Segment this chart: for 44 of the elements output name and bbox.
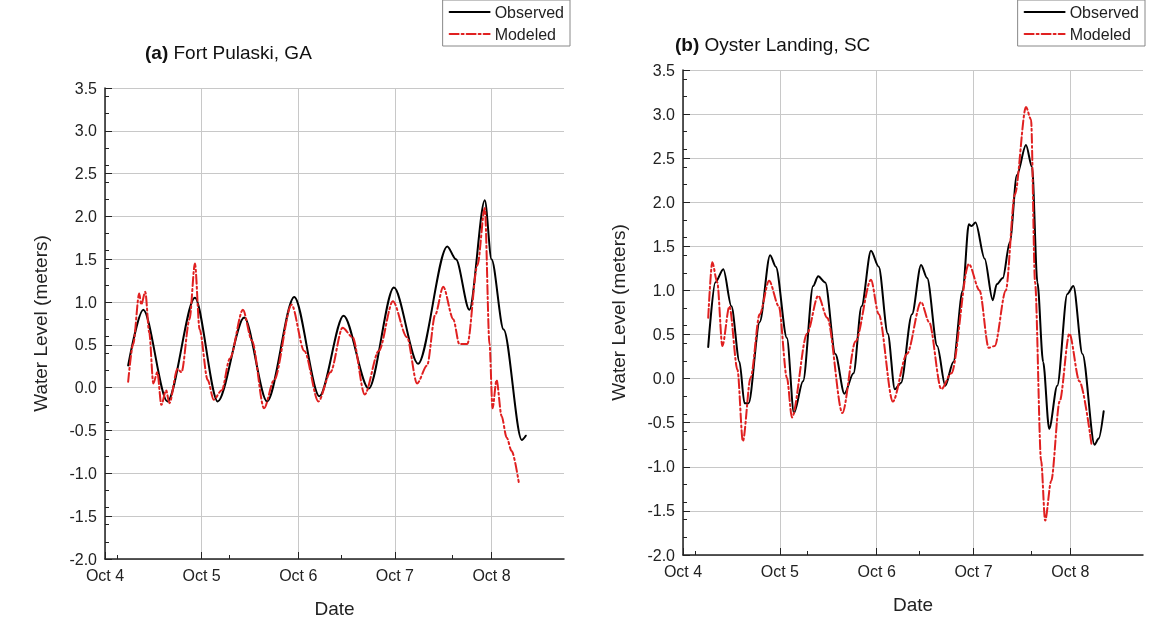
y-tick-label: 0.0 (652, 370, 676, 388)
legend-label: Observed (494, 3, 565, 21)
x-tick-label: Oct 4 (663, 562, 703, 580)
y-tick-label: 1.5 (74, 250, 98, 268)
y-tick-label: 2.0 (652, 193, 676, 211)
y-tick-label: 0.5 (74, 336, 98, 354)
x-tick-label: Oct 8 (472, 566, 511, 584)
y-tick-label: 0.5 (652, 326, 676, 344)
x-tick-label: Oct 6 (279, 566, 318, 584)
x-tick-label: Oct 7 (954, 562, 993, 580)
y-tick-label: -1.0 (647, 458, 676, 476)
legend-label: Modeled (1069, 25, 1132, 43)
y-tick-label: -1.5 (69, 507, 98, 525)
legend-label: Modeled (494, 25, 557, 43)
x-tick-label: Oct 4 (85, 566, 125, 584)
y-tick-label: -2.0 (69, 550, 98, 568)
x-axis-title: Date (892, 594, 934, 615)
x-tick-label: Oct 6 (857, 562, 896, 580)
x-tick-label: Oct 7 (375, 566, 415, 584)
y-tick-label: 1.0 (74, 293, 98, 311)
x-axis-title: Date (314, 598, 355, 619)
x-tick-label: Oct 5 (182, 566, 221, 584)
y-tick-label: -1.5 (647, 502, 676, 520)
y-tick-label: 1.0 (652, 281, 676, 299)
y-tick-label: -0.5 (69, 422, 98, 440)
y-tick-label: 3.5 (74, 79, 98, 97)
y-tick-label: 0.0 (74, 379, 98, 397)
y-axis-title: Water Level (meters) (30, 235, 51, 412)
y-tick-label: 2.5 (74, 165, 98, 183)
legend-label: Observed (1069, 3, 1140, 21)
y-tick-label: 1.5 (652, 237, 676, 255)
x-tick-label: Oct 8 (1051, 562, 1090, 580)
y-tick-label: 3.0 (652, 105, 676, 123)
y-tick-label: 3.5 (652, 61, 676, 79)
y-tick-label: 2.5 (652, 149, 676, 167)
y-tick-label: 3.0 (74, 122, 98, 140)
chart-title: (a) Fort Pulaski, GA (145, 42, 313, 63)
y-tick-label: -2.0 (647, 546, 676, 564)
y-tick-label: -1.0 (69, 464, 98, 482)
chart-title: (b) Oyster Landing, SC (675, 34, 871, 55)
y-axis-title: Water Level (meters) (608, 224, 629, 401)
y-tick-label: 2.0 (74, 207, 98, 225)
y-tick-label: -0.5 (647, 414, 676, 432)
x-tick-label: Oct 5 (760, 562, 800, 580)
